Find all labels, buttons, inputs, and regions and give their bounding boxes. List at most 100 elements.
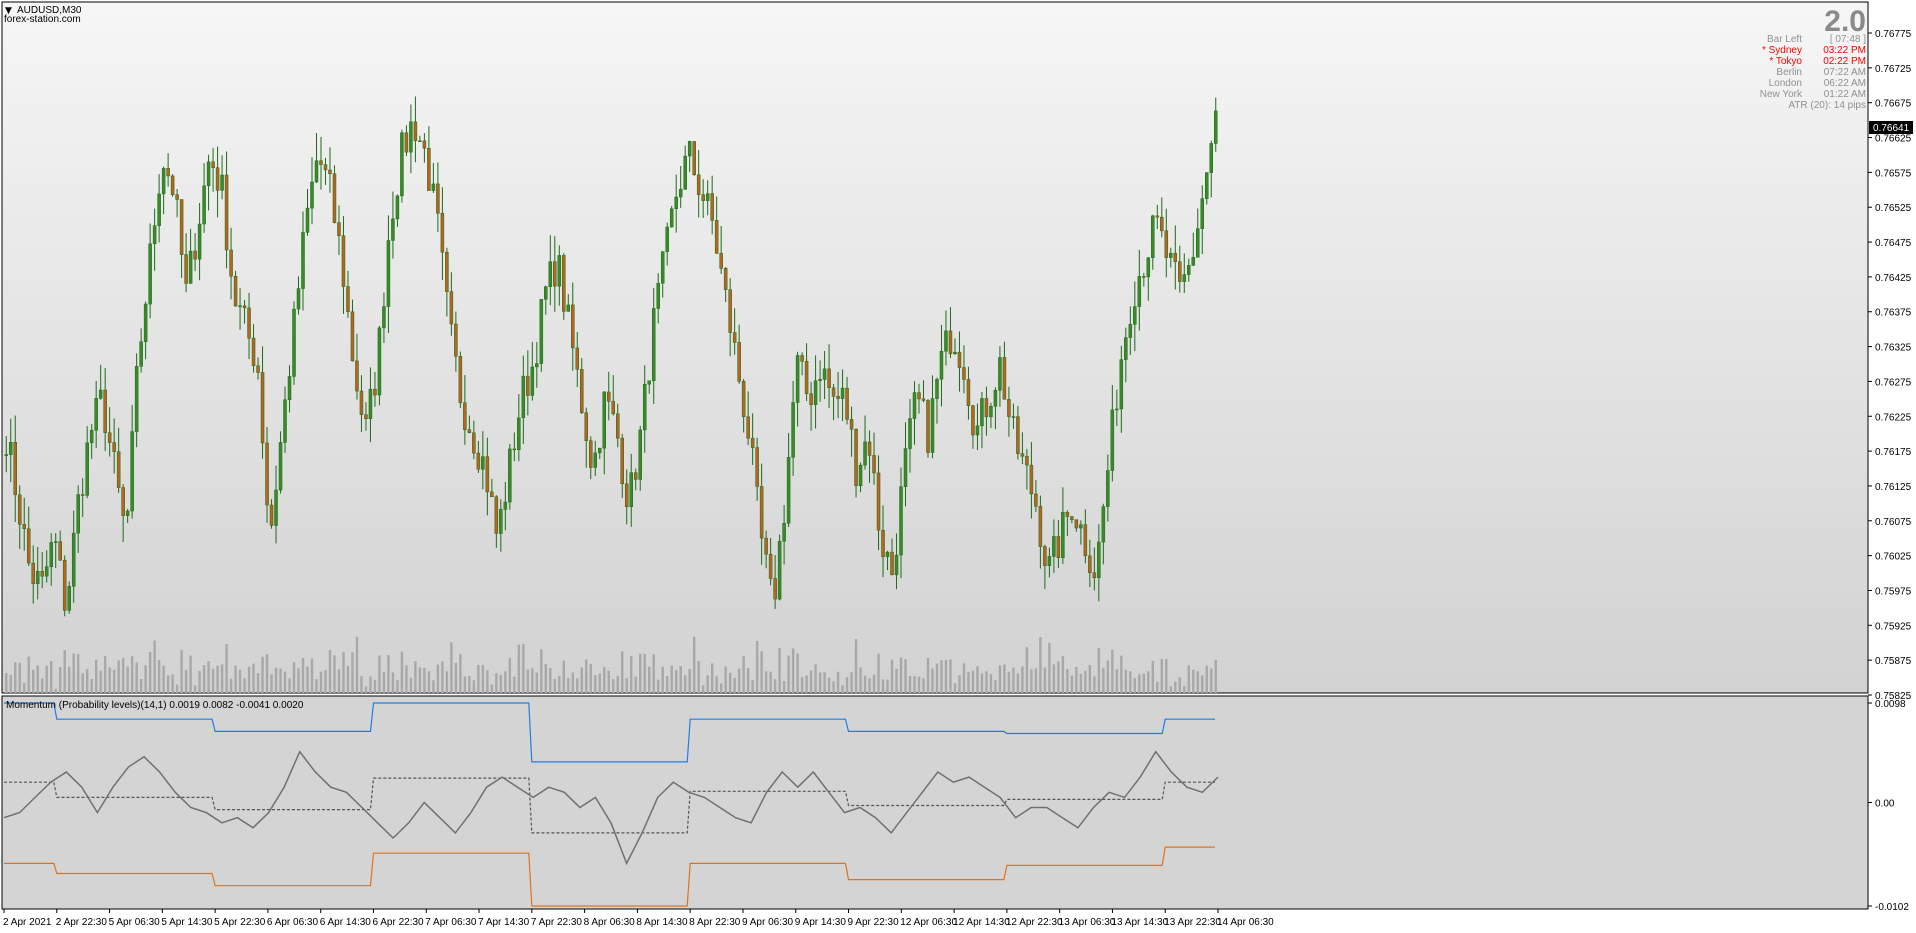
candle-body: [436, 183, 440, 214]
volume-bar: [67, 666, 71, 693]
candle-body: [157, 193, 161, 226]
volume-bar: [953, 683, 957, 693]
volume-bar: [994, 680, 997, 693]
candle-body: [665, 226, 669, 252]
candle-body: [1187, 265, 1191, 275]
candle-body: [116, 451, 121, 488]
price-axis: 0.76775 0.76725 0.76675 0.76625 0.76575 0.765…: [1868, 29, 1912, 702]
collapse-arrow-icon[interactable]: ▼: [5, 6, 12, 16]
volume-bar: [782, 681, 786, 693]
volume-bar: [355, 636, 359, 693]
volume-bar: [517, 644, 521, 693]
info-row-label: * Tokyo: [1769, 56, 1802, 67]
info-row-label: Bar Left: [1767, 34, 1802, 45]
candle-body: [188, 250, 193, 284]
candle-body: [22, 524, 26, 529]
candle-body: [206, 161, 211, 187]
candle-body: [328, 169, 332, 174]
volume-bar: [854, 639, 858, 693]
volume-bar: [441, 661, 444, 693]
candle-body: [170, 175, 175, 195]
momentum-indicator: [3, 702, 1219, 907]
volume-bar: [252, 663, 255, 693]
candle-body: [440, 212, 445, 253]
candle-body: [197, 223, 202, 260]
time-tick-label: 13 Apr 14:30: [1111, 917, 1168, 928]
candle-body: [732, 332, 737, 343]
candle-body: [575, 347, 580, 370]
volume-bar: [310, 658, 314, 693]
volume-bar: [59, 667, 62, 693]
volume-bar: [553, 678, 556, 693]
candle-body: [166, 168, 170, 177]
info-row-label: * Sydney: [1762, 45, 1802, 56]
volume-bar: [701, 685, 705, 693]
candle-body: [719, 253, 723, 269]
candle-body: [1074, 519, 1079, 529]
candle-body: [454, 323, 458, 357]
price-tick-label: 0.76225: [1875, 412, 1912, 423]
info-row-value: 06:22 AM: [1824, 78, 1866, 89]
candle-body: [467, 429, 472, 434]
volume-bar: [481, 664, 485, 693]
volume-bar: [697, 661, 700, 693]
time-tick-label: 8 Apr 22:30: [689, 917, 741, 928]
volume-bar: [1115, 669, 1119, 693]
volume-bar: [504, 671, 507, 693]
time-tick-label: 9 Apr 14:30: [795, 917, 847, 928]
candle-body: [368, 388, 373, 420]
volume-bar: [1016, 673, 1020, 693]
volume-bar: [1201, 675, 1204, 693]
volume-bar: [971, 670, 975, 693]
candle-body: [903, 448, 908, 487]
candle-body: [813, 380, 818, 405]
time-tick-label: 7 Apr 22:30: [531, 917, 583, 928]
candle-body: [1128, 324, 1133, 338]
volume-bar: [27, 656, 30, 693]
candle-body: [1119, 359, 1124, 410]
volume-bar: [364, 686, 368, 693]
candle-body: [908, 418, 912, 449]
candle-body: [40, 571, 44, 577]
main-chart-area[interactable]: [1, 1, 1869, 694]
candle-body: [944, 330, 948, 352]
volume-bar: [1097, 648, 1101, 693]
volume-bar: [737, 668, 741, 693]
candle-body: [179, 199, 184, 255]
candle-body: [80, 494, 85, 496]
time-tick-label: 6 Apr 06:30: [267, 917, 319, 928]
time-tick-label: 8 Apr 06:30: [584, 917, 636, 928]
volume-bar: [508, 657, 512, 693]
volume-bar: [63, 650, 66, 693]
volume-bar: [1088, 665, 1092, 693]
volume-bar: [872, 674, 876, 693]
candle-body: [827, 368, 831, 389]
candle-body: [17, 494, 22, 525]
candle-body: [53, 541, 58, 543]
candle-body: [624, 483, 629, 507]
candle-body: [571, 304, 575, 349]
volume-bar: [112, 669, 116, 693]
candle-body: [607, 391, 611, 402]
indicator-area[interactable]: [1, 695, 1869, 910]
candle-body: [1043, 546, 1047, 566]
candle-body: [971, 405, 975, 436]
volume-bar: [1061, 656, 1065, 693]
info-row-value: 03:22 PM: [1823, 45, 1866, 56]
volume-bar: [621, 651, 624, 693]
volume-bar: [454, 662, 458, 693]
volume-bar: [751, 680, 754, 693]
volume-bar: [958, 675, 961, 693]
candle-body: [274, 489, 278, 526]
time-tick-label: 7 Apr 06:30: [425, 917, 477, 928]
candle-body: [562, 255, 566, 312]
volume-bar: [652, 654, 655, 693]
candle-body: [674, 196, 678, 210]
volume-bar: [270, 674, 273, 693]
volume-bar: [513, 676, 516, 693]
candle-body: [728, 289, 732, 333]
candle-body: [26, 528, 31, 564]
candle-body: [858, 464, 863, 487]
candle-body: [980, 398, 984, 427]
